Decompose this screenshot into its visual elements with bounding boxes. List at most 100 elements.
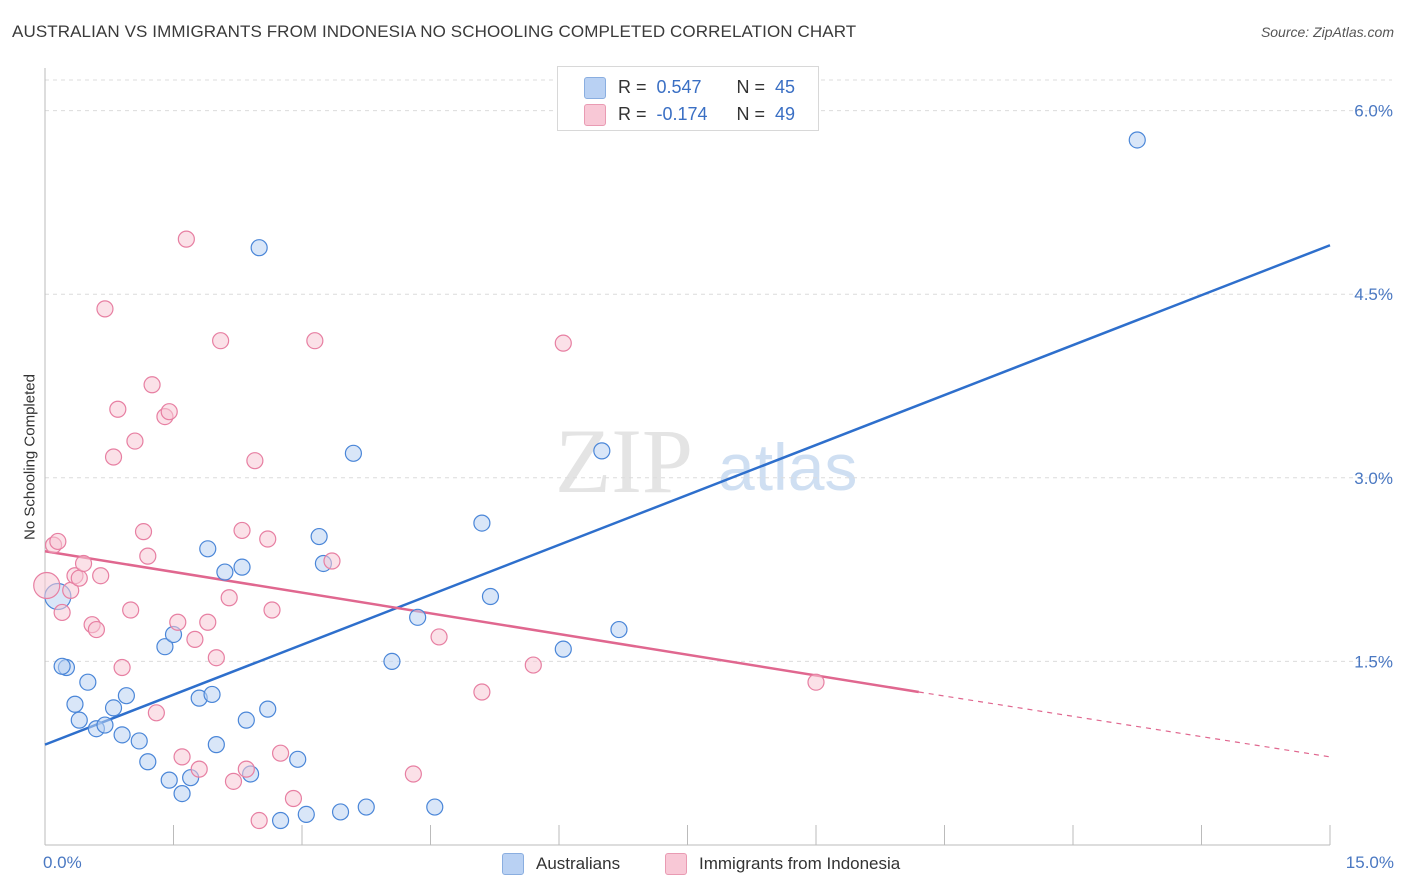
data-point-australians bbox=[271, 811, 290, 830]
data-point-indonesia bbox=[323, 552, 341, 570]
data-point-indonesia bbox=[263, 601, 281, 619]
trend-line-australians bbox=[44, 244, 1331, 746]
y-tick-label: 1.5% bbox=[1354, 652, 1393, 671]
x-tick-label-min: 0.0% bbox=[43, 853, 82, 872]
data-point-australians bbox=[1128, 131, 1146, 149]
data-point-australians bbox=[117, 687, 135, 705]
data-point-australians bbox=[344, 444, 362, 462]
data-point-indonesia bbox=[134, 523, 153, 541]
data-point-indonesia bbox=[186, 630, 204, 648]
bottom-legend-swatch-australians bbox=[502, 853, 524, 875]
y-tick-label: 4.5% bbox=[1354, 285, 1393, 304]
data-point-australians bbox=[160, 771, 178, 789]
data-point-indonesia bbox=[173, 748, 191, 766]
bottom-legend-label: Immigrants from Indonesia bbox=[699, 854, 901, 873]
data-point-indonesia bbox=[126, 432, 144, 450]
legend-swatch-australians bbox=[584, 77, 606, 99]
data-point-indonesia bbox=[87, 620, 106, 639]
data-point-australians bbox=[53, 657, 71, 675]
data-point-indonesia bbox=[33, 571, 61, 600]
data-point-indonesia bbox=[139, 547, 157, 565]
bottom-legend-label: Australians bbox=[536, 854, 621, 873]
data-point-australians bbox=[130, 732, 148, 750]
data-point-indonesia bbox=[207, 649, 225, 667]
data-point-australians bbox=[357, 798, 375, 816]
data-point-australians bbox=[203, 685, 221, 704]
data-point-australians bbox=[426, 798, 444, 816]
legend-r-value: 0.547 bbox=[656, 76, 702, 97]
data-point-indonesia bbox=[147, 704, 165, 722]
data-point-australians bbox=[79, 673, 97, 691]
data-point-australians bbox=[96, 716, 114, 734]
data-point-indonesia bbox=[113, 658, 131, 677]
data-point-indonesia bbox=[259, 530, 277, 548]
data-point-australians bbox=[156, 638, 174, 656]
x-tick-label-max: 15.0% bbox=[1345, 853, 1394, 872]
data-point-australians bbox=[610, 620, 628, 639]
trend-line-indonesia-extension bbox=[918, 691, 1331, 758]
chart-title: AUSTRALIAN VS IMMIGRANTS FROM INDONESIA … bbox=[12, 22, 857, 41]
legend-swatch-indonesia bbox=[584, 104, 606, 126]
legend-n-value: 45 bbox=[775, 76, 796, 97]
data-point-indonesia bbox=[53, 603, 71, 622]
data-point-indonesia bbox=[271, 744, 290, 762]
data-point-indonesia bbox=[199, 613, 217, 631]
stats-legend: R = 0.547 N = 45 R = -0.174 N = 49 bbox=[557, 66, 819, 131]
y-tick-label: 6.0% bbox=[1354, 102, 1393, 121]
data-point-australians bbox=[331, 803, 350, 821]
legend-n-label: N = bbox=[736, 76, 766, 97]
legend-r-label: R = bbox=[618, 103, 647, 124]
bottom-legend-swatch-indonesia bbox=[665, 853, 687, 875]
data-point-indonesia bbox=[233, 521, 251, 540]
data-point-australians bbox=[216, 563, 234, 581]
legend-r-value: -0.174 bbox=[656, 103, 708, 124]
legend-n-value: 49 bbox=[775, 103, 796, 124]
data-point-indonesia bbox=[306, 332, 324, 350]
data-point-indonesia bbox=[49, 532, 67, 551]
data-point-indonesia bbox=[473, 683, 491, 701]
data-point-australians bbox=[383, 652, 401, 671]
data-point-indonesia bbox=[524, 656, 542, 674]
source-label: Source: ZipAtlas.com bbox=[1260, 24, 1394, 40]
data-point-australians bbox=[104, 699, 123, 717]
trend-line-indonesia bbox=[44, 550, 919, 694]
legend-row-australians: R = 0.547 N = 45 bbox=[618, 74, 795, 100]
data-point-indonesia bbox=[109, 400, 127, 418]
data-point-indonesia bbox=[122, 601, 140, 619]
data-point-australians bbox=[481, 587, 500, 606]
data-point-australians bbox=[554, 640, 572, 658]
data-point-australians bbox=[259, 700, 277, 718]
data-point-australians bbox=[289, 750, 307, 768]
data-point-indonesia bbox=[807, 673, 825, 691]
data-point-australians bbox=[113, 726, 131, 744]
data-point-indonesia bbox=[224, 772, 243, 790]
data-point-australians bbox=[233, 558, 251, 576]
data-point-australians bbox=[593, 442, 611, 460]
data-point-indonesia bbox=[169, 613, 187, 631]
legend-r-label: R = bbox=[618, 76, 647, 97]
bottom-legend-australians: Australians bbox=[502, 852, 620, 876]
data-point-australians bbox=[139, 753, 157, 771]
y-tick-label: 3.0% bbox=[1354, 469, 1393, 488]
data-point-australians bbox=[297, 805, 315, 824]
data-point-australians bbox=[70, 711, 88, 729]
data-point-australians bbox=[199, 540, 217, 558]
watermark-atlas: atlas bbox=[718, 430, 857, 504]
legend-n-label: N = bbox=[736, 103, 766, 124]
data-point-australians bbox=[207, 736, 225, 754]
bottom-legend-indonesia: Immigrants from Indonesia bbox=[665, 852, 900, 876]
watermark-zip: ZIP bbox=[555, 410, 693, 512]
legend-row-indonesia: R = -0.174 N = 49 bbox=[618, 101, 795, 127]
data-point-australians bbox=[409, 608, 427, 626]
data-point-indonesia bbox=[246, 452, 264, 470]
data-point-indonesia bbox=[160, 403, 178, 421]
data-point-indonesia bbox=[237, 760, 255, 778]
data-point-indonesia bbox=[284, 789, 303, 808]
data-point-indonesia bbox=[220, 589, 238, 607]
data-point-indonesia bbox=[74, 554, 93, 573]
data-point-indonesia bbox=[96, 300, 114, 318]
data-point-indonesia bbox=[404, 765, 422, 783]
data-point-australians bbox=[250, 239, 268, 257]
data-point-indonesia bbox=[250, 811, 268, 830]
